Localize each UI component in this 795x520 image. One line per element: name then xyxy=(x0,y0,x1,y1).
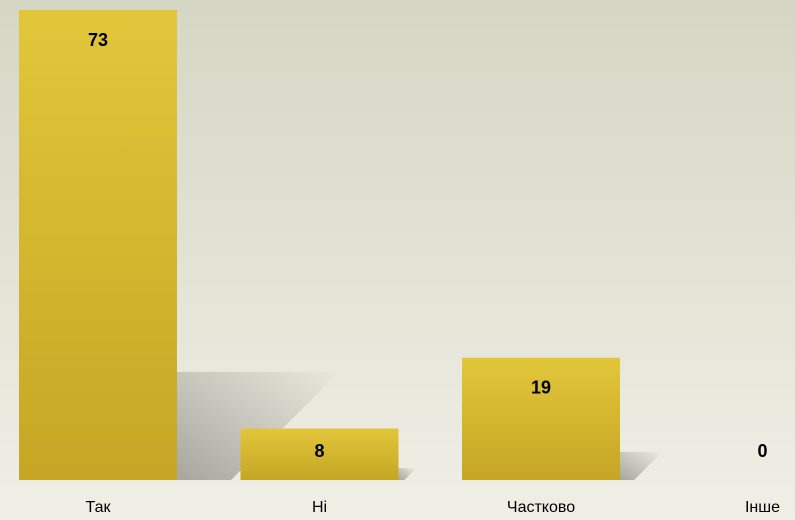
bar-shadow xyxy=(177,371,340,480)
bar-shadow xyxy=(620,451,663,480)
value-label: 73 xyxy=(88,30,108,50)
bar-shadow xyxy=(398,468,417,480)
bar xyxy=(240,428,399,480)
bar xyxy=(19,10,177,480)
bar xyxy=(462,357,620,480)
value-label: 19 xyxy=(531,377,551,397)
x-tick-label: Так xyxy=(86,499,112,516)
x-tick-label: Інше xyxy=(745,499,780,516)
x-tick-label: Частково xyxy=(507,499,575,516)
value-label: 0 xyxy=(757,441,767,461)
x-tick-label: Ні xyxy=(312,499,327,516)
value-label: 8 xyxy=(314,441,324,461)
